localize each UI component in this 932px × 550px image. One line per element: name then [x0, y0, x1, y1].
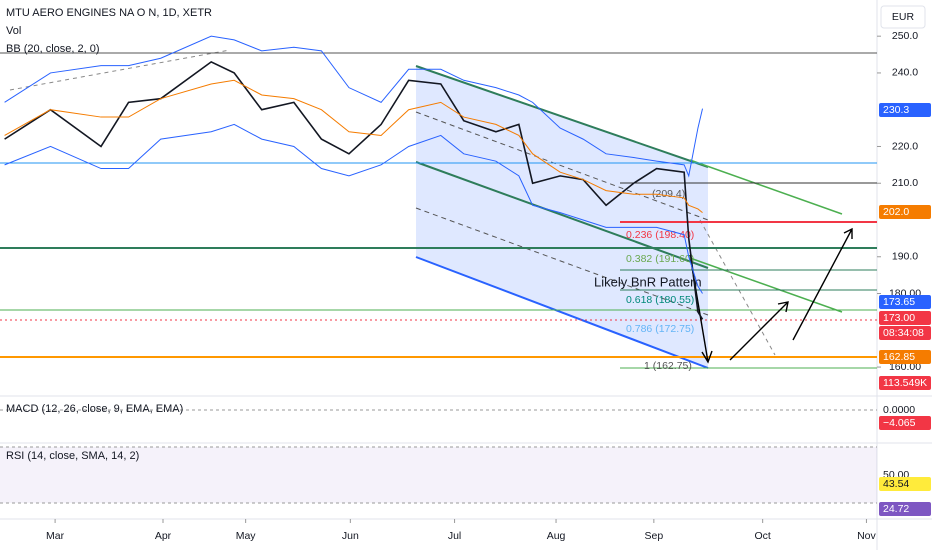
fib-label: 0.618 (180.55) [626, 294, 694, 306]
currency[interactable]: EUR [892, 11, 915, 23]
price-label: −4.065 [883, 417, 916, 429]
x-tick-label: May [236, 530, 257, 542]
y-tick-label: 220.0 [892, 140, 918, 152]
fib-label: 0.236 (198.40) [626, 229, 694, 241]
trend-line [9, 49, 231, 91]
y-tick-label: 210.0 [892, 177, 918, 189]
y-tick-label: 190.0 [892, 251, 918, 263]
price-label-box [879, 311, 931, 325]
price-label: 0.0000 [883, 404, 915, 416]
price-label-box [879, 502, 931, 516]
price-label: 24.72 [883, 503, 909, 515]
x-tick-label: Mar [46, 530, 65, 542]
fib-label: 0.786 (172.75) [626, 323, 694, 335]
series-line [4, 35, 704, 178]
x-tick-label: Nov [857, 530, 876, 542]
price-label-box [879, 376, 931, 390]
price-label-box [879, 205, 931, 219]
series-line [4, 123, 703, 294]
channel-fill [416, 66, 708, 368]
channel-mid [415, 111, 709, 221]
y-tick-label: 250.0 [892, 30, 918, 42]
x-tick-label: Apr [155, 530, 172, 542]
pane-label: BB (20, close, 2, 0) [6, 43, 100, 55]
annotation: Likely BnR Pattern [594, 274, 702, 289]
y-tick-label: 240.0 [892, 67, 918, 79]
price-label-box [879, 350, 931, 364]
trend-line [689, 159, 843, 215]
price-label-box [879, 477, 931, 491]
rsi-band [0, 447, 877, 503]
x-tick-label: Aug [547, 530, 566, 542]
price-label: 08:34:08 [883, 327, 924, 339]
x-tick-label: Jun [342, 530, 359, 542]
price-label: 173.00 [883, 312, 915, 324]
price-label-box [879, 403, 931, 417]
trend-line [689, 257, 843, 313]
x-tick-label: Oct [754, 530, 770, 542]
currency-box[interactable] [880, 5, 926, 29]
trend-line [699, 219, 776, 356]
chart-title: MTU AERO ENGINES NA O N, 1D, XETR [6, 7, 212, 19]
price-label-box [879, 103, 931, 117]
price-label: 202.0 [883, 206, 909, 218]
fib-label: 0.382 (191.60) [626, 253, 694, 265]
price-label: 230.3 [883, 104, 909, 116]
price-label: 43.54 [883, 478, 909, 490]
channel-mid [415, 207, 709, 316]
fib-label: 1 (162.75) [644, 360, 692, 372]
price-label: 113.549K [883, 377, 927, 389]
pane-label: RSI (14, close, SMA, 14, 2) [6, 450, 139, 462]
x-tick-label: Sep [645, 530, 664, 542]
series-line [4, 79, 703, 214]
pane-label: Vol [6, 25, 21, 37]
price-label-box [879, 326, 931, 340]
fib-label: (209.4) [652, 188, 685, 200]
channel-line [415, 161, 709, 269]
series-line [4, 60, 704, 320]
channel-line [415, 65, 709, 168]
price-label: 162.85 [883, 351, 915, 363]
pane-label: MACD (12, 26, close, 9, EMA, EMA) [6, 403, 183, 415]
x-tick-label: Jul [448, 530, 461, 542]
price-label-box [879, 295, 931, 309]
price-label: 173.65 [883, 296, 915, 308]
channel-line [415, 256, 709, 369]
arrows [689, 227, 853, 364]
price-label-box [879, 416, 931, 430]
